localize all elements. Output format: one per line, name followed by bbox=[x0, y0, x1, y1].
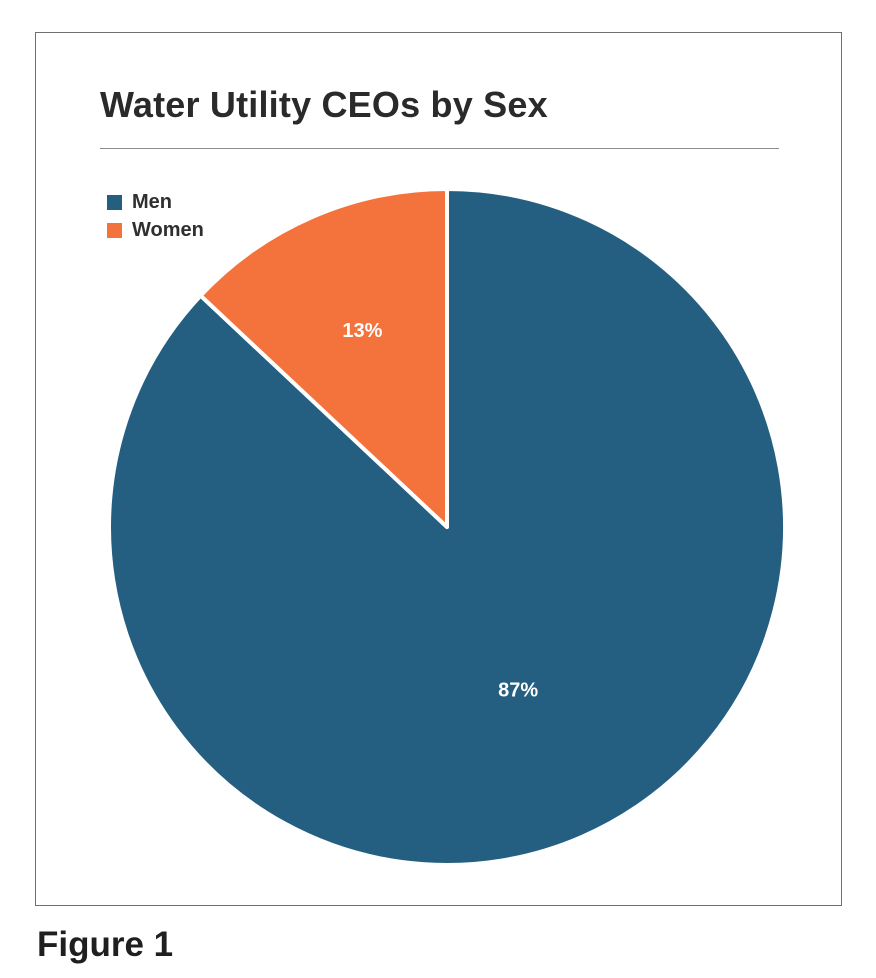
figure-caption: Figure 1 bbox=[37, 925, 174, 964]
legend: Men Women bbox=[107, 188, 204, 244]
slice-label-men: 87% bbox=[498, 680, 538, 702]
legend-label-women: Women bbox=[132, 218, 204, 241]
legend-item-women: Women bbox=[107, 216, 204, 244]
legend-label-men: Men bbox=[132, 190, 172, 213]
chart-title: Water Utility CEOs by Sex bbox=[100, 84, 548, 125]
title-divider bbox=[100, 148, 779, 149]
legend-swatch-men bbox=[107, 194, 122, 210]
pie-slice-women bbox=[198, 187, 449, 529]
legend-item-men: Men bbox=[107, 188, 204, 216]
slice-label-women: 13% bbox=[342, 320, 382, 342]
legend-swatch-women bbox=[107, 222, 122, 238]
